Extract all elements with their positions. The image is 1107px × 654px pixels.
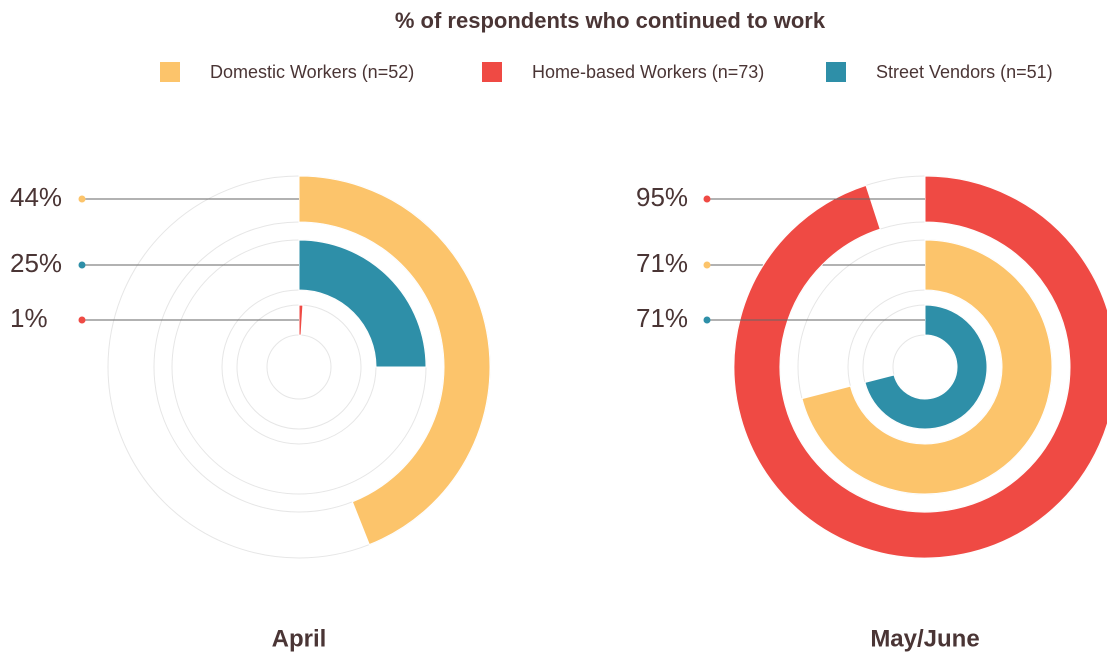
leader-dot	[78, 316, 86, 324]
panel-label: May/June	[870, 625, 979, 652]
value-label: 71%	[636, 248, 688, 278]
panel-label: April	[272, 625, 327, 652]
legend-swatch	[160, 62, 180, 82]
legend-swatch	[482, 62, 502, 82]
radial-bar	[801, 239, 1053, 495]
value-label: 1%	[10, 303, 48, 333]
radial-bar	[298, 239, 427, 368]
leader-dot	[78, 195, 86, 203]
value-label: 44%	[10, 182, 62, 212]
value-label: 95%	[636, 182, 688, 212]
chart-title: % of respondents who continued to work	[395, 8, 826, 33]
value-label: 71%	[636, 303, 688, 333]
radial-bar	[733, 175, 1107, 559]
ring-track	[266, 334, 332, 400]
radial-bar	[298, 175, 491, 546]
leader-dot	[703, 195, 711, 203]
radial-bar	[298, 304, 304, 336]
legend-label: Home-based Workers (n=73)	[532, 62, 764, 82]
value-label: 25%	[10, 248, 62, 278]
leader-dot	[703, 316, 711, 324]
radial-bar	[864, 304, 988, 430]
legend-swatch	[826, 62, 846, 82]
leader-dot	[78, 261, 86, 269]
legend-label: Domestic Workers (n=52)	[210, 62, 414, 82]
legend-label: Street Vendors (n=51)	[876, 62, 1053, 82]
leader-dot	[703, 261, 711, 269]
